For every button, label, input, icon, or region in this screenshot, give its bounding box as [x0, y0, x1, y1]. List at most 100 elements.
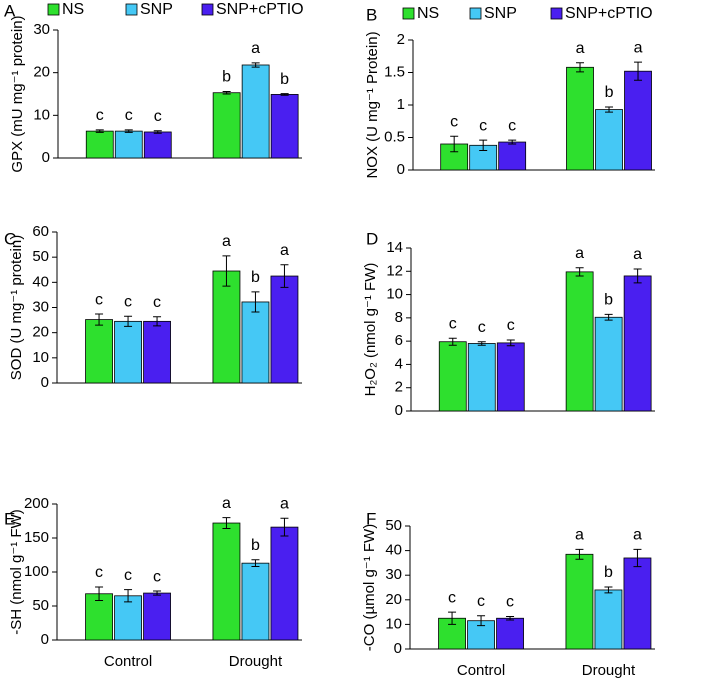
significance-letter: b — [222, 69, 231, 86]
significance-letter: c — [450, 113, 458, 130]
y-tick-label: 0 — [395, 402, 403, 419]
significance-letter: b — [280, 71, 289, 88]
error-bar — [222, 517, 231, 529]
y-tick-label: 10 — [386, 286, 403, 303]
error-bar — [251, 62, 260, 68]
legend-label: SNP+cPTIO — [216, 1, 304, 18]
error-bar — [508, 139, 517, 145]
bar — [438, 341, 467, 412]
bar — [270, 275, 299, 384]
bar — [143, 131, 172, 159]
bar — [85, 130, 114, 159]
legend-swatch — [550, 7, 563, 20]
y-tick-label: 1 — [397, 96, 405, 113]
x-tick-label: Control — [104, 653, 152, 670]
legend-swatch — [47, 3, 60, 16]
y-tick-label: 0.5 — [384, 128, 405, 145]
bar — [595, 109, 623, 171]
legend-swatch — [201, 3, 214, 16]
error-bar — [153, 590, 162, 596]
y-tick-label: 40 — [385, 542, 402, 559]
y-tick-label: 50 — [32, 248, 49, 265]
bar — [241, 301, 270, 384]
bar — [594, 316, 623, 412]
error-bar — [506, 616, 515, 621]
error-bar — [95, 313, 104, 326]
error-bar — [605, 106, 614, 113]
significance-letter: c — [477, 593, 485, 610]
x-tick-label: Drought — [229, 653, 283, 670]
panel-label: F — [366, 509, 376, 528]
significance-letter: b — [251, 537, 260, 554]
y-axis-label: GPX (mU mg⁻¹ protein) — [9, 15, 26, 172]
significance-letter: a — [575, 527, 584, 544]
y-tick-label: 14 — [386, 239, 403, 256]
y-tick-label: 6 — [395, 332, 403, 349]
error-bar — [95, 586, 104, 602]
error-bar — [450, 135, 459, 153]
y-axis-label: SOD (U mg⁻¹ protein) — [8, 235, 25, 380]
bar — [624, 70, 652, 171]
y-axis-label: -CO (µmol g⁻¹ FW) — [361, 524, 378, 651]
legend-label: SNP — [484, 5, 517, 22]
error-bar — [477, 615, 486, 627]
bar — [565, 271, 594, 412]
significance-letter: c — [124, 294, 132, 311]
significance-letter: a — [633, 527, 642, 544]
significance-letter: c — [125, 107, 133, 124]
bar — [114, 320, 142, 384]
x-tick-label: Drought — [582, 662, 636, 679]
significance-letter: c — [449, 315, 457, 332]
error-bar — [280, 517, 289, 537]
error-bar — [222, 255, 231, 287]
significance-letter: c — [153, 568, 161, 585]
significance-letter: c — [448, 589, 456, 606]
bar — [496, 617, 524, 650]
significance-letter: a — [575, 245, 584, 262]
y-tick-label: 100 — [24, 563, 49, 580]
y-tick-label: 2 — [397, 31, 405, 48]
panel-label: B — [366, 5, 377, 24]
bar — [114, 595, 142, 641]
error-bar — [633, 548, 642, 568]
bar — [85, 593, 113, 641]
bar — [212, 270, 241, 384]
significance-letter: a — [280, 242, 289, 259]
significance-letter: c — [507, 317, 515, 334]
significance-letter: c — [479, 117, 487, 134]
significance-letter: c — [95, 564, 103, 581]
significance-letter: a — [633, 246, 642, 263]
y-axis-label: NOX (U mg⁻¹ Protein) — [364, 31, 381, 178]
y-tick-label: 2 — [395, 379, 403, 396]
bar — [496, 342, 525, 412]
y-tick-label: 10 — [385, 615, 402, 632]
error-bar — [634, 61, 643, 81]
significance-letter: c — [95, 291, 103, 308]
error-bar — [479, 139, 488, 151]
error-bar — [280, 93, 289, 96]
error-bar — [280, 264, 289, 288]
error-bar — [124, 315, 133, 327]
y-tick-label: 0 — [42, 149, 50, 166]
significance-letter: a — [251, 40, 260, 57]
error-bar — [604, 586, 613, 594]
legend-label: SNP+cPTIO — [565, 5, 653, 22]
legend-swatch — [469, 7, 482, 20]
bar — [212, 92, 241, 159]
error-bar — [124, 129, 133, 133]
significance-letter: b — [605, 84, 614, 101]
bar — [114, 130, 143, 159]
y-tick-label: 1.5 — [384, 63, 405, 80]
error-bar — [153, 130, 162, 134]
bar — [594, 589, 623, 650]
significance-letter: a — [222, 233, 231, 250]
y-tick-label: 60 — [32, 223, 49, 240]
significance-letter: c — [96, 107, 104, 124]
bar — [566, 66, 594, 171]
bar — [143, 592, 171, 641]
x-tick-label: Control — [457, 662, 505, 679]
error-bar — [575, 267, 584, 277]
y-tick-label: 30 — [32, 298, 49, 315]
error-bar — [576, 62, 585, 73]
